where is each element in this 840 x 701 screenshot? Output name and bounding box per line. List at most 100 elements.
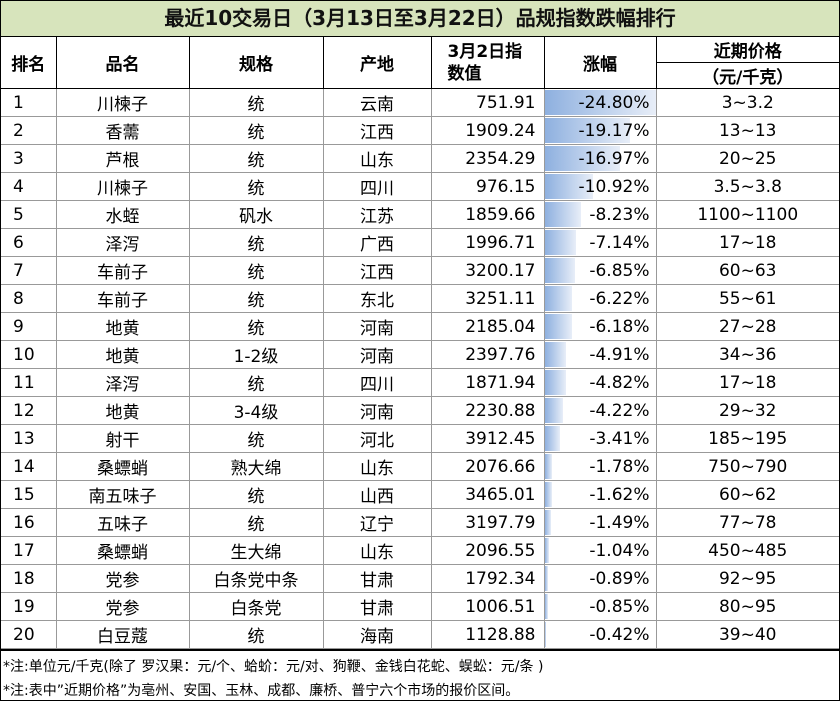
- table-cell: 辽宁: [322, 508, 432, 537]
- table-cell: 2230.88: [430, 396, 545, 425]
- data-bar: [545, 482, 552, 507]
- table-cell: 江西: [322, 256, 432, 285]
- table-row: 8 车前子统东北 3251.11 -6.22% 55~61: [1, 284, 839, 313]
- table-cell: 江苏: [322, 200, 432, 229]
- table-cell: 广西: [322, 228, 432, 257]
- table-cell: 川楝子: [55, 88, 190, 117]
- table-row: 12 地黄 3-4级 河南 2230.88 -4.22% 29~32: [1, 396, 839, 425]
- table-cell: 60~63: [655, 256, 839, 285]
- table-cell: 白条党中条: [188, 564, 324, 593]
- change-text: -1.78%: [589, 456, 650, 477]
- table-cell: 统: [188, 312, 324, 341]
- table-cell: 750~790: [655, 452, 839, 481]
- table-cell: 55~61: [655, 284, 839, 313]
- table-cell: 山东: [322, 452, 432, 481]
- table-cell: 云南: [322, 88, 432, 117]
- table-cell: 1: [1, 88, 57, 117]
- header-cell: 品名: [55, 37, 190, 89]
- table-cell: 4: [1, 172, 57, 201]
- table-cell: 海南: [322, 620, 432, 649]
- table-cell: 河南: [322, 396, 432, 425]
- table-cell: 河南: [322, 312, 432, 341]
- table-cell: 2354.29: [430, 144, 545, 173]
- table-cell: 1006.51: [430, 592, 545, 621]
- table-cell: 1128.88: [430, 620, 545, 649]
- table-row: 9 地黄统河南 2185.04 -6.18% 27~28: [1, 312, 839, 341]
- table-cell: 2185.04: [430, 312, 545, 341]
- table-cell: 5: [1, 200, 57, 229]
- table-cell: 四川: [322, 368, 432, 397]
- change-cell: -3.41%: [543, 424, 657, 453]
- table-cell: 9: [1, 312, 57, 341]
- change-text: -10.92%: [578, 176, 650, 197]
- table-cell: 20: [1, 620, 57, 649]
- table-cell: 3: [1, 144, 57, 173]
- table-cell: 芦根: [55, 144, 190, 173]
- table-cell: 185~195: [655, 424, 839, 453]
- table-row: 4 川楝子统四川 976.15 -10.92% 3.5~3.8: [1, 172, 839, 201]
- change-cell: -0.89%: [543, 564, 657, 593]
- header-cell: 产地: [322, 37, 432, 89]
- table-cell: 1871.94: [430, 368, 545, 397]
- table-cell: 统: [188, 256, 324, 285]
- notes: *注:单位元/千克(除了 罗汉果：元/个、蛤蚧：元/对、狗鞭、金钱白花蛇、蜈蚣：…: [1, 649, 839, 700]
- table-cell: 2096.55: [430, 536, 545, 565]
- change-cell: -1.04%: [543, 536, 657, 565]
- table-row: 20 白豆蔻统海南 1128.88 -0.42% 39~40: [1, 620, 839, 649]
- table-cell: 3912.45: [430, 424, 545, 453]
- table-cell: 14: [1, 452, 57, 481]
- table-cell: 12: [1, 396, 57, 425]
- header-text: 3月2日指数值: [447, 41, 523, 84]
- table-cell: 1792.34: [430, 564, 545, 593]
- change-cell: -24.80%: [543, 88, 657, 117]
- change-text: -3.41%: [589, 428, 650, 449]
- change-text: -19.17%: [578, 120, 650, 141]
- table-cell: 桑螵蛸: [55, 452, 190, 481]
- data-bar: [545, 230, 577, 255]
- data-bar: [545, 510, 552, 535]
- data-bar: [545, 622, 547, 647]
- change-text: -8.23%: [589, 204, 650, 225]
- change-cell: -10.92%: [543, 172, 657, 201]
- change-cell: -4.22%: [543, 396, 657, 425]
- header-cell: （元/千克）: [656, 62, 839, 89]
- table-cell: 27~28: [655, 312, 839, 341]
- table-cell: 统: [188, 620, 324, 649]
- data-bar: [545, 538, 550, 563]
- data-bar: [545, 454, 553, 479]
- table-cell: 29~32: [655, 396, 839, 425]
- table-cell: 11: [1, 368, 57, 397]
- table-cell: 17~18: [655, 228, 839, 257]
- table-row: 1 川楝子统云南 751.91 -24.80% 3~3.2: [1, 88, 839, 117]
- change-text: -24.80%: [578, 92, 650, 113]
- data-bar: [545, 314, 573, 339]
- table-cell: 450~485: [655, 536, 839, 565]
- table-cell: 1909.24: [430, 116, 545, 145]
- table-body: 1 川楝子统云南 751.91 -24.80% 3~3.2 2 香薷统江西 1909.24 -1…: [1, 88, 839, 649]
- table-cell: 统: [188, 144, 324, 173]
- table-cell: 地黄: [55, 312, 190, 341]
- table-cell: 山东: [322, 144, 432, 173]
- table-cell: 党参: [55, 592, 190, 621]
- table-cell: 16: [1, 508, 57, 537]
- title: 最近10交易日（3月13日至3月22日）品规指数跌幅排行: [1, 1, 839, 37]
- table-cell: 泽泻: [55, 368, 190, 397]
- table-cell: 泽泻: [55, 228, 190, 257]
- change-text: -4.82%: [589, 372, 650, 393]
- table-cell: 3.5~3.8: [655, 172, 839, 201]
- table-cell: 20~25: [655, 144, 839, 173]
- table-row: 6 泽泻统广西 1996.71 -7.14% 17~18: [1, 228, 839, 257]
- table-cell: 2: [1, 116, 57, 145]
- data-bar: [545, 398, 564, 423]
- table-cell: 60~62: [655, 480, 839, 509]
- table-row: 5 水蛭 矾水 江苏 1859.66 -8.23% 1100~1100: [1, 200, 839, 229]
- table-cell: 射干: [55, 424, 190, 453]
- change-cell: -4.82%: [543, 368, 657, 397]
- data-bar: [545, 174, 594, 199]
- change-cell: -1.62%: [543, 480, 657, 509]
- table-cell: 3~3.2: [655, 88, 839, 117]
- table-cell: 矾水: [188, 200, 324, 229]
- table-cell: 统: [188, 508, 324, 537]
- table-cell: 3200.17: [430, 256, 545, 285]
